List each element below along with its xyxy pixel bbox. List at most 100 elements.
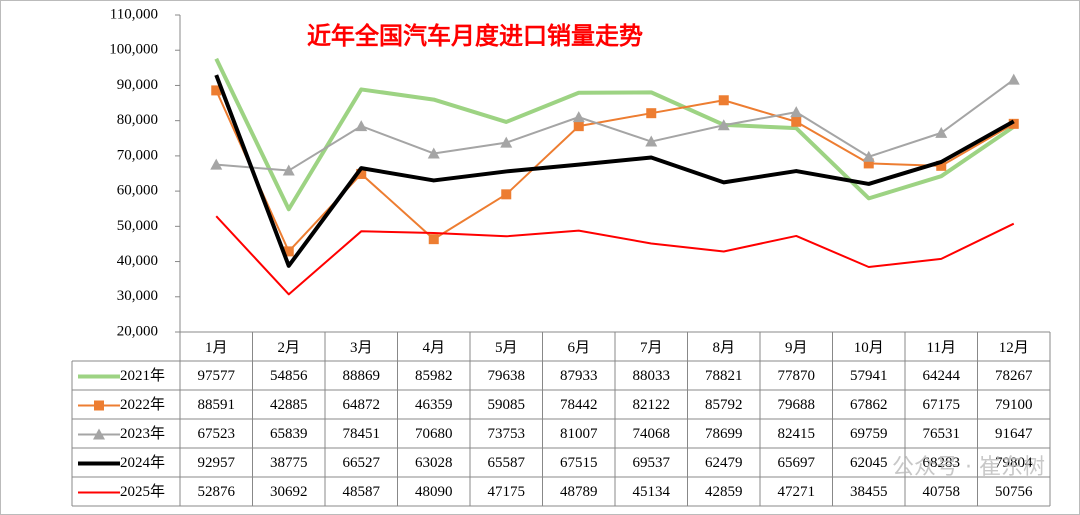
table-value: 92957 (198, 455, 236, 471)
point-marker (645, 135, 658, 147)
table-value: 88869 (343, 368, 381, 384)
x-tick-label: 6月 (567, 340, 590, 356)
legend-label: 2023年 (120, 425, 165, 442)
x-tick-label: 2月 (277, 340, 300, 356)
point-marker (572, 111, 585, 123)
table-value: 67523 (198, 426, 236, 442)
x-tick-label: 8月 (712, 340, 735, 356)
x-tick-label: 5月 (495, 340, 518, 356)
table-value: 70680 (415, 426, 453, 442)
x-tick-label: 10月 (854, 340, 884, 356)
point-marker (717, 119, 730, 131)
table-value: 88591 (198, 397, 236, 413)
point-marker (501, 189, 512, 200)
table-value: 82415 (778, 426, 816, 442)
legend-marker (93, 428, 105, 440)
table-value: 40758 (923, 484, 961, 500)
y-tick-label: 60,000 (117, 183, 158, 199)
point-marker (1007, 73, 1020, 85)
table-value: 42885 (270, 397, 308, 413)
point-marker (863, 158, 874, 169)
table-value: 48789 (560, 484, 598, 500)
table-value: 73753 (488, 426, 526, 442)
table-value: 48587 (343, 484, 381, 500)
table-value: 66527 (343, 455, 381, 471)
table-value: 85792 (705, 397, 743, 413)
table-value: 38775 (270, 455, 308, 471)
table-value: 78821 (705, 368, 743, 384)
point-marker (282, 164, 295, 176)
table-value: 97577 (198, 368, 236, 384)
y-tick-label: 30,000 (117, 288, 158, 304)
y-tick-label: 20,000 (117, 323, 158, 339)
point-marker (283, 246, 294, 257)
table-value: 59085 (488, 397, 526, 413)
point-marker (718, 95, 729, 106)
table-value: 69759 (850, 426, 888, 442)
table-value: 64244 (923, 368, 961, 384)
y-tick-label: 70,000 (117, 147, 158, 163)
table-value: 45134 (633, 484, 671, 500)
table-value: 63028 (415, 455, 453, 471)
table-value: 48090 (415, 484, 453, 500)
point-marker (791, 116, 802, 127)
table-value: 78267 (995, 368, 1033, 384)
table-value: 91647 (995, 426, 1033, 442)
x-tick-label: 1月 (205, 340, 228, 356)
table-value: 46359 (415, 397, 453, 413)
point-marker (790, 106, 803, 118)
point-marker (646, 108, 657, 119)
table-value: 74068 (633, 426, 671, 442)
point-marker (355, 120, 368, 132)
table-value: 38455 (850, 484, 888, 500)
point-marker (1008, 118, 1019, 129)
table-value: 85982 (415, 368, 453, 384)
table-value: 69537 (633, 455, 671, 471)
x-tick-label: 12月 (999, 340, 1029, 356)
y-tick-label: 100,000 (109, 42, 158, 58)
table-value: 57941 (850, 368, 888, 384)
legend-label: 2024年 (120, 454, 165, 471)
table-value: 65587 (488, 455, 526, 471)
table-value: 82122 (633, 397, 671, 413)
point-marker (862, 150, 875, 162)
y-tick-label: 90,000 (117, 77, 158, 93)
point-marker (211, 85, 222, 96)
table-value: 62045 (850, 455, 888, 471)
watermark: 公众号 · 崔东树 (892, 455, 1045, 480)
y-tick-label: 40,000 (117, 253, 158, 269)
table-value: 62479 (705, 455, 743, 471)
table-value: 77870 (778, 368, 816, 384)
table-value: 67862 (850, 397, 888, 413)
table-value: 67175 (923, 397, 961, 413)
table-value: 52876 (198, 484, 236, 500)
table-value: 68283 (923, 455, 961, 471)
point-marker (935, 126, 948, 138)
table-value: 78451 (343, 426, 381, 442)
table-value: 54856 (270, 368, 308, 384)
point-marker (356, 168, 367, 179)
table-value: 76531 (923, 426, 961, 442)
point-marker (573, 121, 584, 132)
x-tick-label: 7月 (640, 340, 663, 356)
y-tick-label: 80,000 (117, 112, 158, 128)
chart-title: 近年全国汽车月度进口销量走势 (307, 22, 643, 50)
table-value: 78442 (560, 397, 598, 413)
table-value: 78699 (705, 426, 743, 442)
table-value: 79688 (778, 397, 816, 413)
x-tick-label: 3月 (350, 340, 373, 356)
legend-label: 2022年 (120, 396, 165, 413)
y-tick-label: 110,000 (110, 6, 158, 22)
series-line (215, 215, 1015, 296)
x-tick-label: 4月 (422, 340, 445, 356)
point-marker (210, 158, 223, 170)
table-value: 87933 (560, 368, 598, 384)
table-value: 88033 (633, 368, 671, 384)
table-value: 65697 (778, 455, 816, 471)
point-marker (428, 234, 439, 245)
series-line (214, 74, 1015, 268)
table-value: 30692 (270, 484, 308, 500)
table-value: 47271 (778, 484, 816, 500)
legend-label: 2021年 (120, 367, 165, 384)
